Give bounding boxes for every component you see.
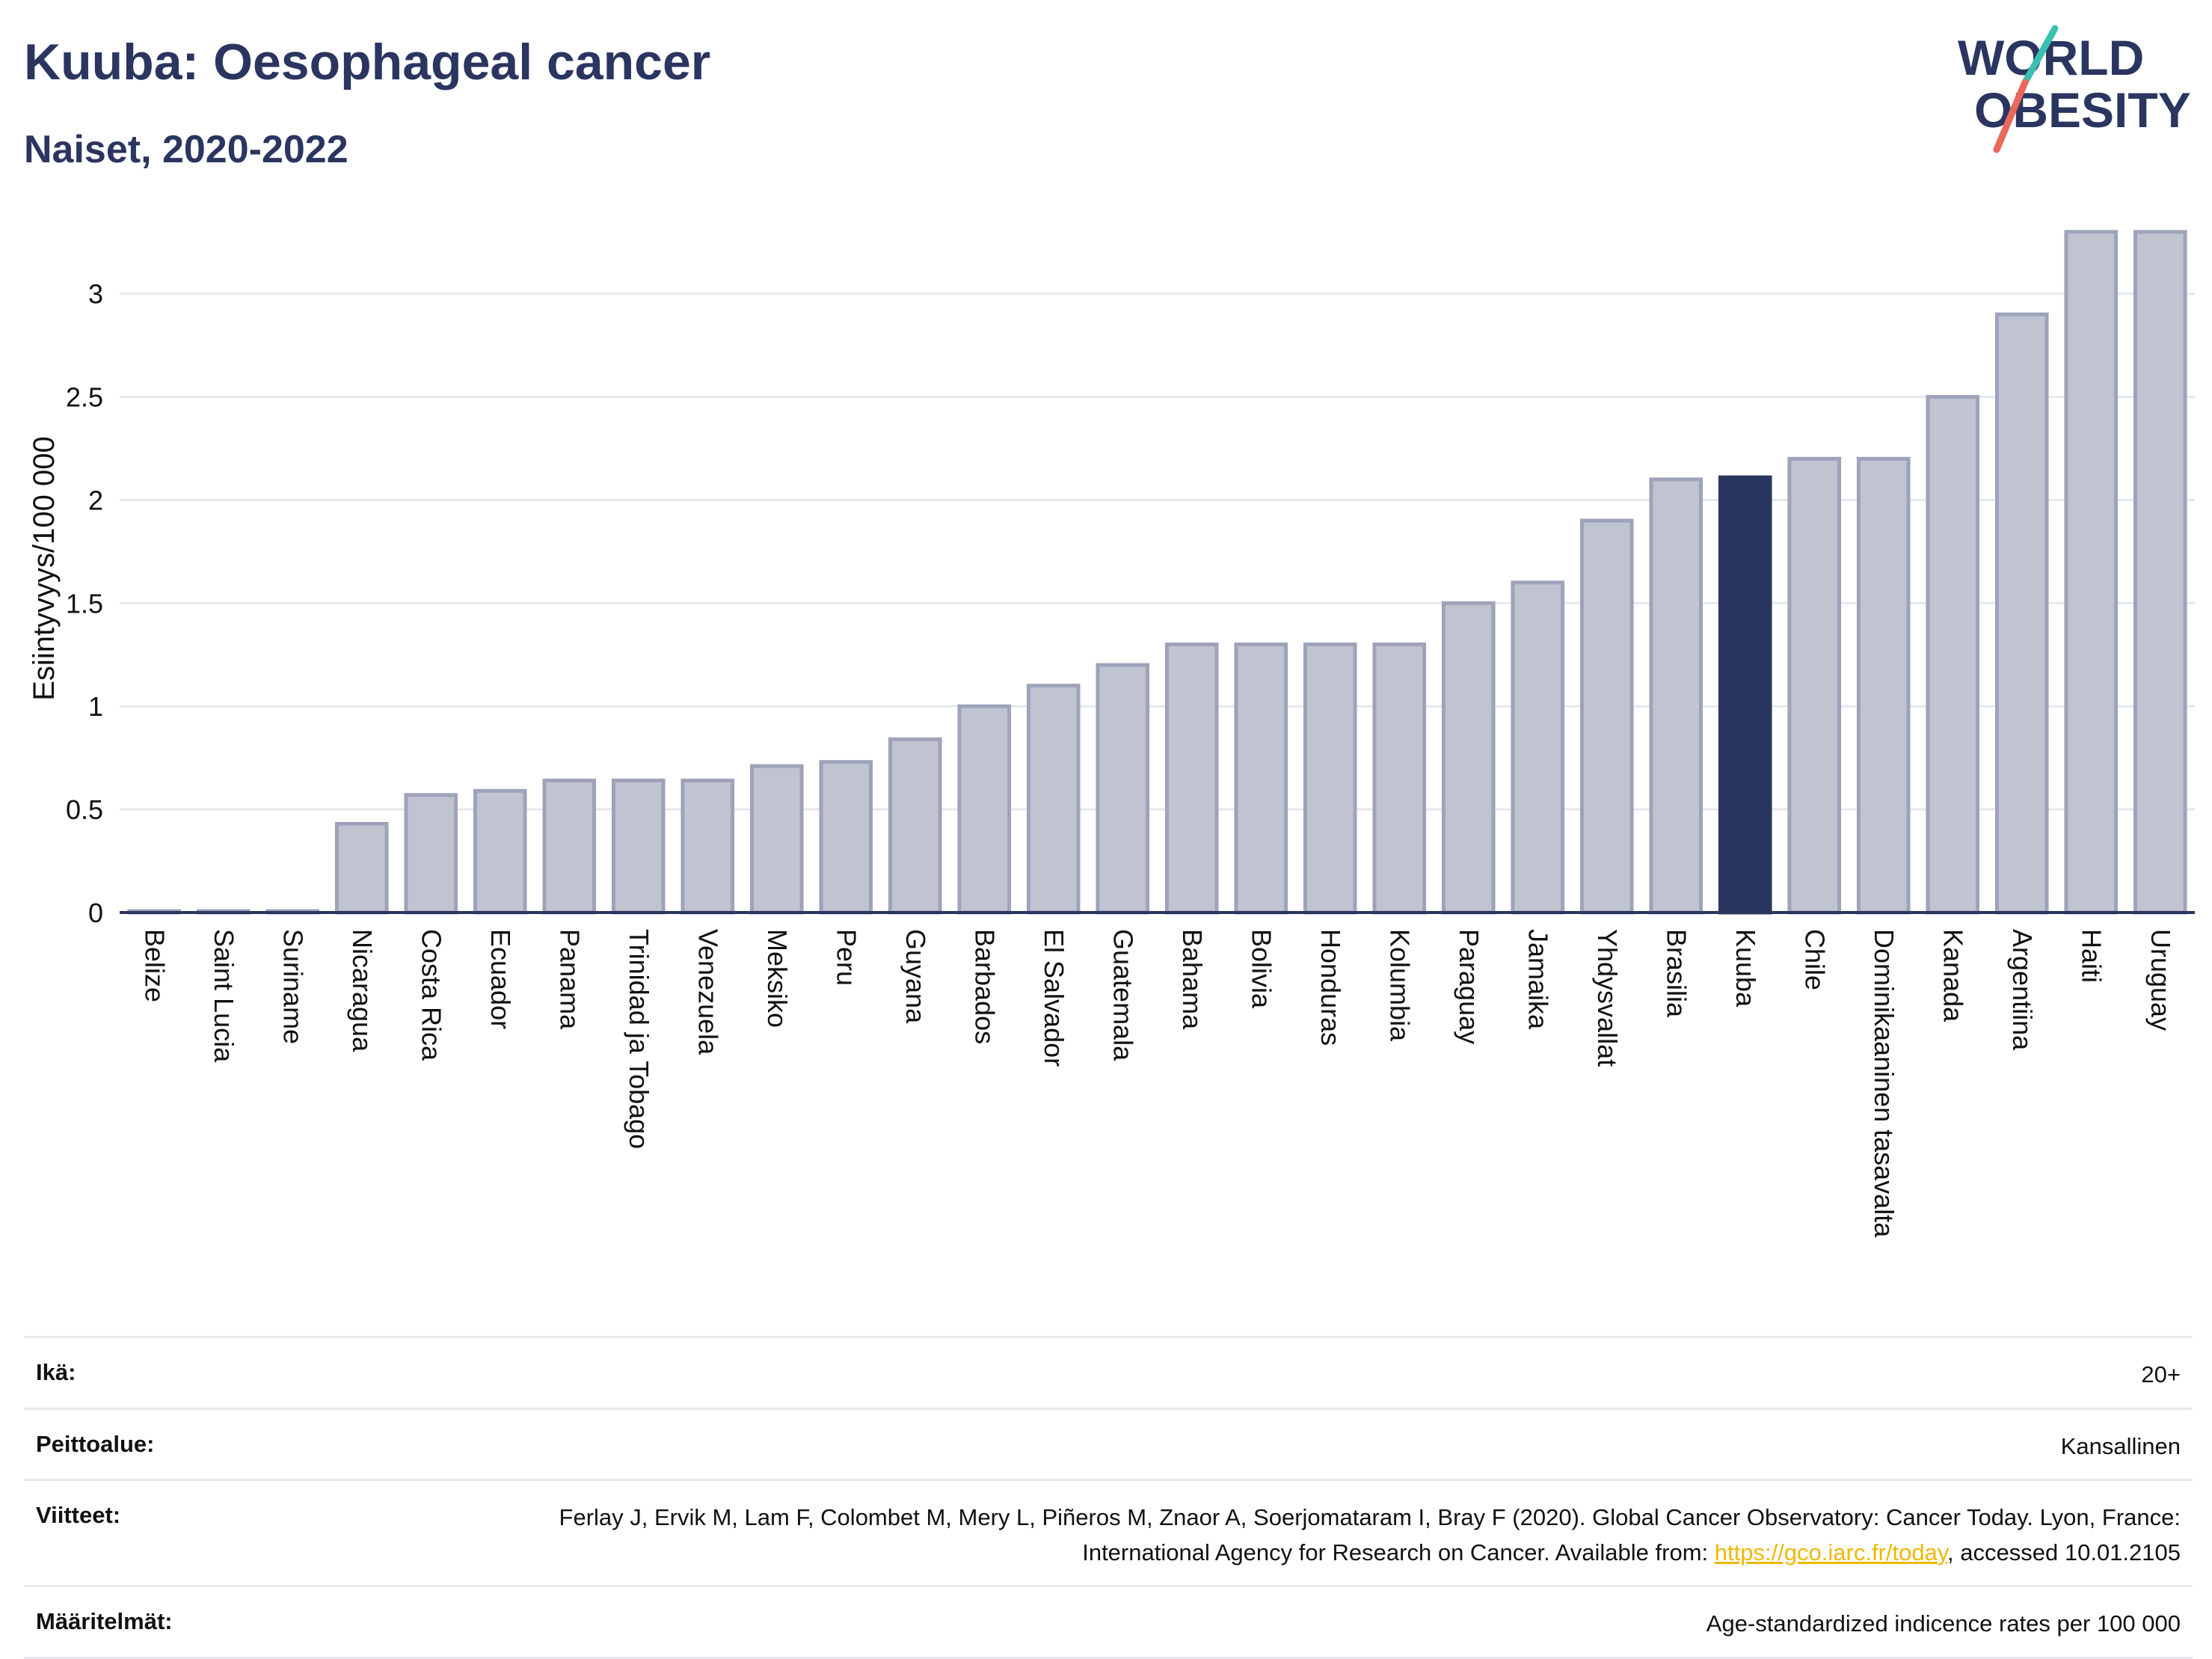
bar-haiti: [2064, 230, 2119, 915]
references-value: Ferlay J, Ervik M, Lam F, Colombet M, Me…: [461, 1500, 2181, 1570]
bar-nicaragua: [334, 821, 389, 915]
bar-uruguay: [2133, 230, 2187, 915]
x-tick-label: Saint Lucia: [209, 929, 239, 1063]
meta-row-definitions: Määritelmät: Age-standardized indicence …: [24, 1585, 2193, 1659]
bar-brasilia: [1649, 477, 1703, 915]
x-tick-label: Kanada: [1938, 929, 1968, 1022]
bar-honduras: [1303, 643, 1357, 915]
definitions-label: Määritelmät:: [36, 1608, 173, 1634]
bar-barbados: [957, 704, 1012, 915]
x-tick-label: Peru: [831, 929, 861, 986]
x-tick-label: Nicaragua: [347, 929, 378, 1052]
y-axis-label: Esiintyvyys/100 000: [28, 436, 61, 701]
age-value: 20+: [2141, 1361, 2181, 1387]
y-tick-label: 2.5: [66, 382, 103, 413]
x-tick-labels: Belize Saint Lucia Suriname Nicaragua Costa …: [139, 929, 2176, 1238]
x-tick-label: Ecuador: [485, 929, 516, 1029]
chart-title: Kuuba: Oesophageal cancer: [24, 34, 711, 91]
age-label: Ikä:: [36, 1359, 76, 1385]
bar-kolumbia: [1372, 643, 1427, 915]
bar-chile: [1787, 456, 1842, 915]
bars: [120, 230, 2195, 915]
x-tick-label: Suriname: [277, 929, 308, 1044]
bar-paraguay: [1441, 601, 1496, 915]
x-tick-label: Bolivia: [1246, 929, 1276, 1009]
x-tick-label: Uruguay: [2145, 929, 2176, 1031]
x-tick-label: Haiti: [2076, 929, 2107, 983]
x-tick-label: Dominikaaninen tasavalta: [1869, 929, 1899, 1238]
meta-row-references: Viitteet: Ferlay J, Ervik M, Lam F, Colo…: [24, 1479, 2193, 1585]
references-link[interactable]: https://gco.iarc.fr/today: [1714, 1539, 1948, 1566]
bar-meksiko: [749, 764, 804, 915]
bar-bahama: [1164, 643, 1219, 915]
bar-costa-rica: [404, 793, 458, 915]
x-tick-label: Meksiko: [762, 929, 793, 1028]
bar-dominikaaninen-tasavalta: [1856, 456, 1911, 915]
bar-peru: [819, 760, 873, 915]
bar-guyana: [888, 737, 942, 915]
meta-row-coverage: Peittoalue: Kansallinen: [24, 1407, 2193, 1479]
y-tick-label: 1: [88, 691, 103, 722]
bar-venezuela: [681, 779, 735, 915]
y-tick-label: 2: [88, 485, 103, 515]
x-tick-label: Costa Rica: [416, 929, 446, 1061]
x-tick-label: Argentiina: [2007, 929, 2038, 1051]
bar-el-salvador: [1026, 684, 1081, 915]
x-tick-label: El Salvador: [1039, 929, 1069, 1067]
coverage-label: Peittoalue:: [36, 1430, 155, 1457]
coverage-value: Kansallinen: [2060, 1432, 2181, 1459]
chart-subtitle: Naiset, 2020-2022: [24, 128, 348, 171]
bar-kuuba: [1718, 475, 1772, 915]
bar-kanada: [1926, 395, 1980, 915]
x-tick-label: Honduras: [1315, 929, 1346, 1046]
bar-panama: [542, 779, 597, 915]
x-tick-label: Chile: [1799, 929, 1830, 990]
x-tick-label: Venezuela: [692, 929, 723, 1055]
x-tick-label: Guatemala: [1107, 929, 1138, 1061]
x-tick-label: Guyana: [900, 929, 931, 1024]
x-tick-label: Belize: [139, 929, 170, 1002]
x-tick-label: Panama: [554, 929, 585, 1030]
bar-chart: 0 0.5 1 1.5 2 2.5 3 Belize Saint Lucia Suriname N…: [28, 230, 2195, 1238]
world-obesity-logo: WORLD OBESITY: [1958, 25, 2191, 153]
bar-trinidad-ja-tobago: [611, 779, 666, 915]
x-tick-label: Kolumbia: [1384, 929, 1415, 1042]
bar-ecuador: [473, 788, 527, 915]
y-tick-label: 1.5: [66, 588, 103, 619]
references-suffix: , accessed 10.01.2105: [1947, 1539, 2181, 1566]
bar-argentiina: [1994, 312, 2049, 915]
y-tick-label: 3: [88, 279, 103, 310]
x-tick-label: Brasilia: [1661, 929, 1692, 1018]
x-tick-label: Jamaika: [1523, 929, 1553, 1030]
gridlines: [120, 292, 2195, 811]
y-tick-label: 0: [88, 898, 103, 928]
bar-bolivia: [1234, 643, 1288, 915]
y-tick-labels: 0 0.5 1 1.5 2 2.5 3: [66, 279, 103, 928]
references-text: Ferlay J, Ervik M, Lam F, Colombet M, Me…: [559, 1504, 2181, 1566]
x-tick-label: Yhdysvallat: [1592, 929, 1623, 1067]
x-tick-label: Bahama: [1177, 929, 1208, 1030]
x-tick-label: Kuuba: [1730, 929, 1761, 1008]
metadata-table: Ikä: 20+ Peittoalue: Kansallinen Viittee…: [24, 1336, 2193, 1659]
x-tick-label: Paraguay: [1454, 929, 1484, 1044]
x-tick-label: Trinidad ja Tobago: [624, 929, 654, 1149]
bar-jamaika: [1511, 580, 1565, 915]
y-tick-label: 0.5: [66, 794, 103, 825]
bar-guatemala: [1096, 663, 1150, 915]
bar-yhdysvallat: [1579, 518, 1634, 915]
x-tick-label: Barbados: [969, 929, 1000, 1044]
references-label: Viitteet:: [36, 1502, 121, 1528]
meta-row-age: Ikä: 20+: [24, 1336, 2193, 1408]
definitions-value: Age-standardized indicence rates per 100…: [1706, 1610, 2181, 1637]
